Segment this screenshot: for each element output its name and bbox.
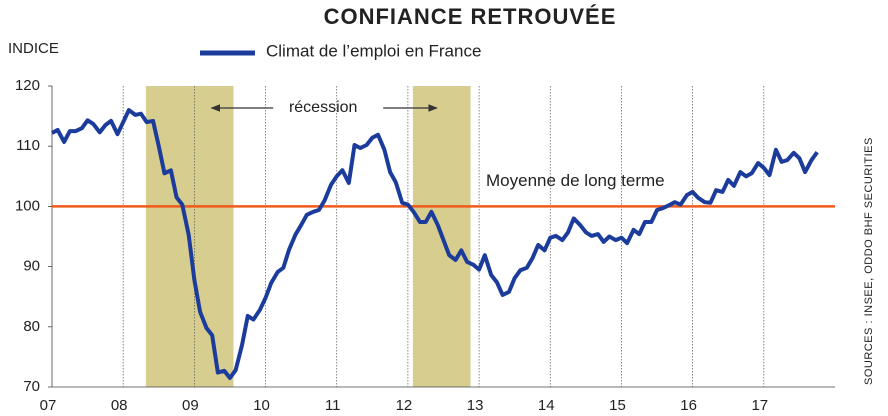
recession-label: récession <box>289 99 357 116</box>
x-tick-label: 17 <box>751 397 768 414</box>
x-tick-label: 13 <box>467 397 484 414</box>
chart-title: CONFIANCE RETROUVÉE <box>324 4 617 29</box>
y-tick-label: 110 <box>16 137 40 154</box>
y-tick-label: 90 <box>23 258 40 275</box>
reference-label: Moyenne de long terme <box>486 171 665 190</box>
legend-label: Climat de l’emploi en France <box>266 41 481 60</box>
y-tick-label: 120 <box>15 77 40 94</box>
x-tick-label: 07 <box>40 397 57 414</box>
x-tick-label: 08 <box>111 397 128 414</box>
x-tick-label: 14 <box>538 397 555 414</box>
y-tick-label: 70 <box>23 378 40 395</box>
x-tick-label: 15 <box>609 397 626 414</box>
x-tick-label: 16 <box>680 397 697 414</box>
y-tick-label: 100 <box>15 197 40 214</box>
x-tick-label: 12 <box>396 397 413 414</box>
x-tick-label: 11 <box>325 397 341 414</box>
y-tick-label: 80 <box>23 318 40 335</box>
data-line <box>51 108 819 380</box>
source: SOURCES : INSEE, ODDO BHF SECURITIES <box>863 137 875 385</box>
y-axis-label: INDICE <box>8 40 59 57</box>
x-tick-label: 10 <box>253 397 270 414</box>
x-tick-label: 09 <box>182 397 199 414</box>
